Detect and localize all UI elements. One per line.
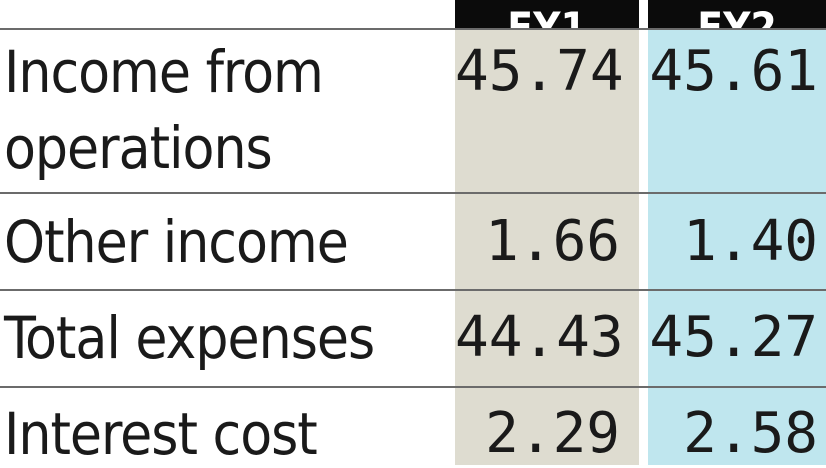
row-value-col2: 2.58	[683, 401, 818, 466]
row-label: Interest cost	[4, 400, 318, 468]
row-label: Other income	[4, 208, 349, 276]
column-header-2-label: FY2	[697, 3, 777, 29]
row-value-col1: 2.29	[485, 401, 620, 466]
row-value-col2: 45.61	[649, 39, 818, 104]
row-value-col2: 45.27	[649, 305, 818, 370]
row-value-col1: 44.43	[455, 305, 624, 370]
row-label: Income from	[4, 38, 324, 106]
column-header-1-label: FY1	[507, 3, 587, 29]
row-label-continued: operations	[4, 114, 273, 182]
row-value-col2: 1.40	[683, 209, 818, 274]
column-header-1: FY1	[455, 0, 639, 28]
row-divider	[0, 192, 826, 194]
column-2-background	[648, 28, 826, 465]
row-divider	[0, 289, 826, 291]
row-divider	[0, 28, 826, 30]
row-divider	[0, 386, 826, 388]
row-value-col1: 45.74	[455, 39, 624, 104]
row-value-col1: 1.66	[485, 209, 620, 274]
row-label: Total expenses	[4, 304, 375, 372]
column-1-background	[455, 28, 639, 465]
column-header-2: FY2	[648, 0, 826, 28]
